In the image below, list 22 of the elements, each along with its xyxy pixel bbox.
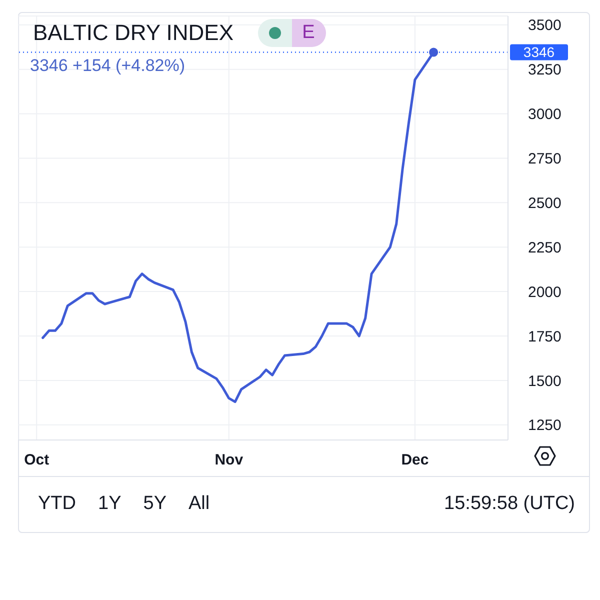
text: YTD	[38, 493, 76, 515]
y-tick-label: 3500	[528, 17, 562, 34]
x-tick-label: Oct	[24, 452, 50, 469]
y-tick-label: 3250	[528, 62, 562, 79]
y-tick-label: 2750	[528, 150, 562, 168]
ref-line-label: 3346	[523, 44, 555, 60]
text: 15:59:58 (UTC)	[444, 493, 575, 515]
y-tick-label: 3000	[528, 106, 562, 124]
y-tick-label: 2500	[528, 194, 562, 212]
x-tick-label: Dec	[401, 452, 429, 469]
y-tick-label: 2250	[528, 239, 562, 256]
x-tick-label: Nov	[214, 452, 244, 469]
y-tick-label: 1250	[528, 417, 562, 434]
chart-title: BALTIC DRY INDEX	[33, 20, 234, 46]
text: All	[188, 493, 210, 515]
y-tick-label: 1500	[528, 372, 562, 390]
text: 3346 +154 (+4.82%)	[30, 56, 186, 76]
text: 1Y	[98, 493, 122, 515]
annotation: E	[302, 22, 315, 44]
text: 5Y	[143, 493, 166, 515]
y-tick-label: 2000	[528, 284, 562, 301]
y-tick-label: 1750	[528, 328, 562, 346]
